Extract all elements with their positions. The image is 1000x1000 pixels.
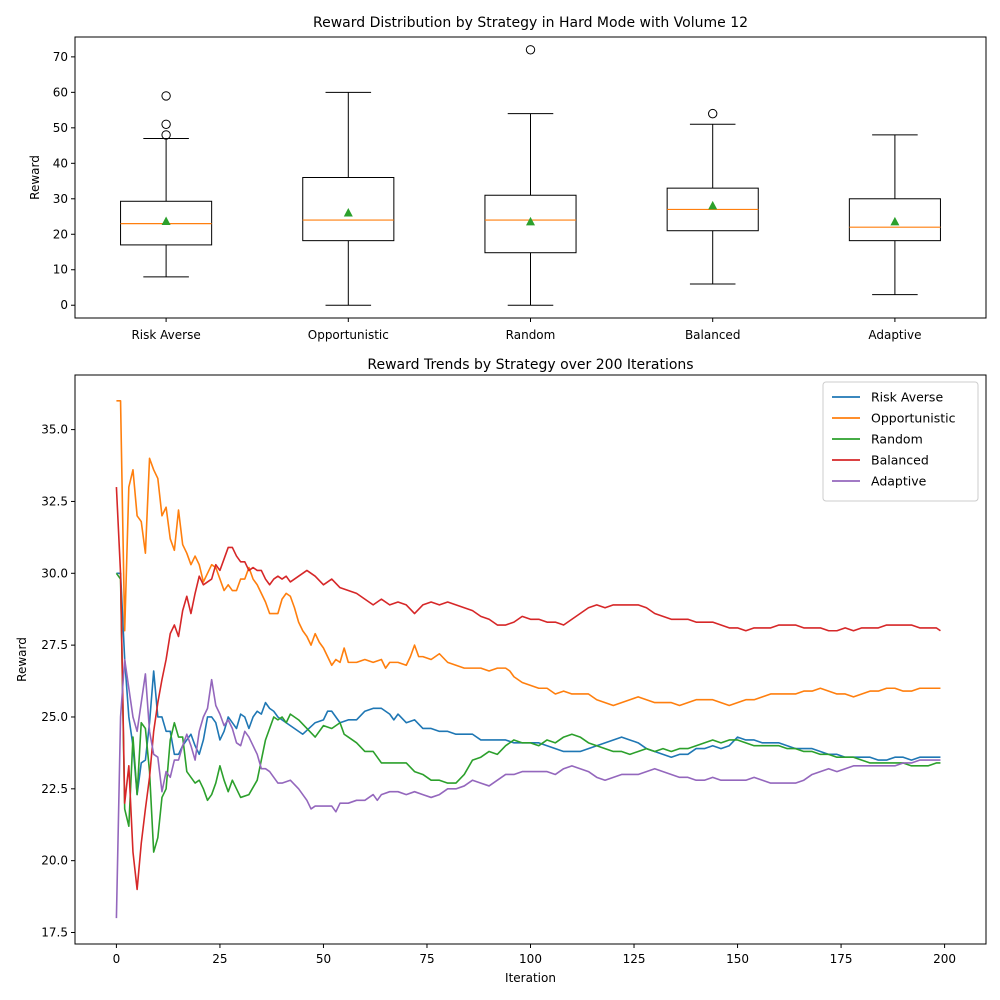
mean-marker xyxy=(526,216,535,226)
line-x-tick-label: 50 xyxy=(316,952,331,966)
box-y-tick-label: 40 xyxy=(53,156,68,170)
line-chart-panel: Reward Trends by Strategy over 200 Itera… xyxy=(15,357,987,985)
outlier-point xyxy=(525,45,536,55)
legend-box xyxy=(822,381,979,502)
line-y-tick-label: 27.5 xyxy=(41,638,68,652)
line-x-tick-label: 125 xyxy=(623,952,646,966)
line-x-tick-label: 150 xyxy=(726,952,749,966)
box-random xyxy=(484,45,577,306)
box-x-tick-label: Opportunistic xyxy=(308,328,389,342)
box-adaptive xyxy=(848,134,941,296)
box-x-tick-label: Adaptive xyxy=(868,328,921,342)
series-line-opportunistic xyxy=(116,400,941,707)
line-y-tick-label: 30.0 xyxy=(41,566,68,580)
legend-label: Random xyxy=(871,432,923,447)
mean-marker xyxy=(890,216,900,226)
legend-label: Adaptive xyxy=(871,474,927,489)
line-y-tick-label: 22.5 xyxy=(41,782,68,796)
line-y-tick-label: 17.5 xyxy=(41,926,68,940)
box-y-tick-label: 30 xyxy=(53,192,68,206)
outlier-point xyxy=(161,130,171,140)
mean-marker xyxy=(343,207,353,217)
box-plot-title: Reward Distribution by Strategy in Hard … xyxy=(313,15,748,31)
outlier-point xyxy=(161,91,171,101)
box-x-tick-label: Risk Averse xyxy=(131,328,200,342)
box-balanced xyxy=(666,108,759,285)
box-y-tick-label: 10 xyxy=(53,263,68,277)
line-chart-y-axis-label: Reward xyxy=(15,637,29,682)
box-risk-averse xyxy=(120,91,213,278)
outlier-point xyxy=(161,119,171,129)
legend-label: Balanced xyxy=(871,453,929,468)
box-x-tick-label: Balanced xyxy=(685,328,740,342)
line-chart-title: Reward Trends by Strategy over 200 Itera… xyxy=(367,357,693,373)
box-plot-panel: Reward Distribution by Strategy in Hard … xyxy=(28,15,987,342)
series-line-random xyxy=(115,572,941,853)
series-line-adaptive xyxy=(115,658,941,919)
box-body xyxy=(302,177,395,242)
mean-marker xyxy=(708,200,718,210)
mean-marker xyxy=(161,216,171,225)
line-y-tick-label: 35.0 xyxy=(41,423,68,437)
box-plot-marks xyxy=(120,45,941,306)
legend-label: Opportunistic xyxy=(871,411,956,426)
line-x-tick-label: 100 xyxy=(519,952,542,966)
box-y-tick-label: 20 xyxy=(53,227,68,241)
line-x-tick-label: 175 xyxy=(830,952,853,966)
line-y-tick-label: 25.0 xyxy=(41,710,68,724)
line-chart-legend: Risk Averse Opportunistic Random Balanced Ad… xyxy=(822,381,979,502)
box-y-tick-label: 0 xyxy=(60,298,68,312)
box-y-tick-label: 70 xyxy=(53,50,68,64)
line-chart-ticks: 0 25 50 75 100 125 150 175 200 17.5 20.0 22.5 25.0 27… xyxy=(41,423,956,966)
box-body xyxy=(848,198,941,242)
box-plot-frame xyxy=(74,36,987,319)
box-opportunistic xyxy=(302,91,395,306)
line-y-tick-label: 20.0 xyxy=(41,854,68,868)
line-y-tick-label: 32.5 xyxy=(41,494,68,508)
line-x-tick-label: 75 xyxy=(419,952,434,966)
box-plot-y-axis-label: Reward xyxy=(28,155,42,200)
line-x-tick-label: 0 xyxy=(113,952,121,966)
line-chart-marks xyxy=(115,400,941,919)
box-y-tick-label: 50 xyxy=(53,121,68,135)
series-line-risk-averse xyxy=(116,572,941,796)
line-chart-frame xyxy=(74,374,987,945)
box-x-tick-label: Random xyxy=(506,328,556,342)
box-body xyxy=(484,194,577,254)
line-x-tick-label: 200 xyxy=(933,952,956,966)
line-chart-x-axis-label: Iteration xyxy=(505,971,556,985)
box-y-tick-label: 60 xyxy=(53,85,68,99)
box-plot-ticks: 0 10 20 30 40 50 60 70 Risk Averse Opportunistic R… xyxy=(53,50,922,342)
legend-label: Risk Averse xyxy=(871,390,943,405)
line-x-tick-label: 25 xyxy=(212,952,227,966)
series-line-balanced xyxy=(115,487,941,891)
outlier-point xyxy=(708,108,718,119)
